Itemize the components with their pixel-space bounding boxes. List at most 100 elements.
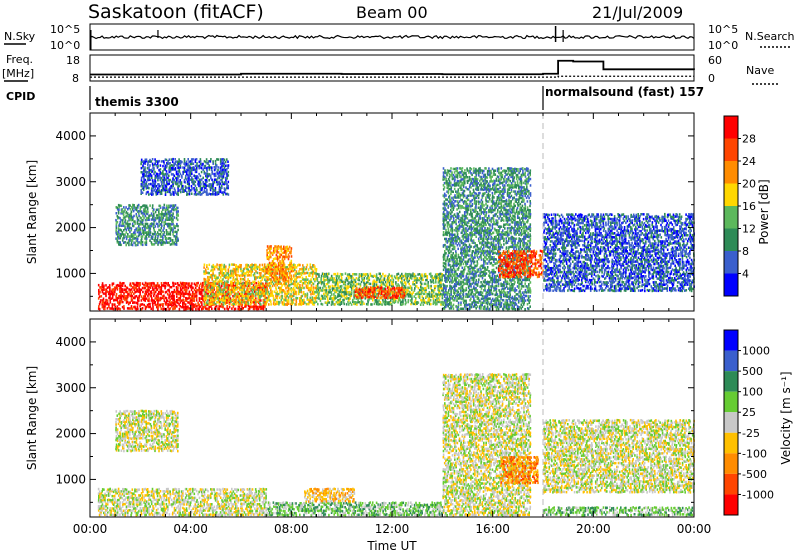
data-cell — [265, 296, 267, 300]
data-cell — [442, 202, 445, 206]
data-cell — [239, 288, 241, 291]
data-cell — [340, 302, 343, 305]
data-cell — [301, 300, 304, 304]
data-cell — [150, 299, 153, 302]
data-cell — [422, 303, 425, 306]
data-cell — [444, 213, 446, 216]
data-cell — [160, 243, 163, 246]
data-cell — [120, 297, 123, 300]
data-cell — [421, 286, 423, 290]
data-cell — [154, 187, 157, 190]
data-cell — [163, 184, 165, 188]
data-cell — [184, 176, 187, 180]
data-cell — [221, 292, 223, 296]
data-cell — [402, 300, 404, 304]
data-cell — [366, 294, 369, 297]
data-cell — [215, 166, 217, 169]
data-cell — [221, 170, 223, 174]
data-cell — [364, 283, 367, 286]
data-cell — [238, 295, 241, 298]
data-cell — [348, 285, 350, 288]
data-cell — [152, 307, 154, 311]
data-cell — [313, 272, 315, 275]
data-cell — [286, 290, 289, 293]
data-cell — [287, 296, 290, 299]
data-cell — [150, 212, 153, 215]
data-cell — [311, 290, 314, 294]
data-cell — [139, 288, 141, 291]
data-cell — [450, 244, 452, 247]
data-cell — [205, 186, 207, 190]
data-cell — [102, 292, 105, 295]
data-cell — [393, 299, 396, 302]
data-cell — [281, 284, 283, 287]
data-cell — [188, 184, 190, 187]
data-cell — [446, 241, 449, 244]
data-cell — [427, 300, 430, 304]
data-cell — [171, 178, 174, 182]
data-cell — [145, 212, 147, 215]
data-cell — [141, 221, 144, 224]
data-cell — [292, 294, 295, 298]
data-cell — [237, 301, 239, 304]
data-cell — [333, 287, 335, 290]
data-cell — [204, 183, 207, 186]
data-cell — [301, 284, 304, 287]
data-cell — [446, 183, 448, 187]
data-cell — [375, 302, 378, 306]
data-cell — [136, 216, 139, 220]
data-cell — [110, 297, 113, 300]
data-cell — [168, 158, 171, 161]
data-cell — [293, 288, 296, 292]
data-cell — [222, 288, 224, 292]
data-cell — [251, 268, 254, 271]
data-cell — [254, 268, 256, 271]
data-cell — [210, 166, 212, 169]
data-cell — [208, 276, 210, 279]
data-cell — [181, 160, 183, 164]
data-cell — [253, 275, 256, 279]
data-cell — [192, 181, 194, 184]
data-cell — [393, 301, 396, 304]
data-cell — [312, 264, 314, 267]
data-cell — [134, 243, 137, 247]
data-cell — [173, 307, 175, 310]
data-cell — [141, 303, 144, 306]
data-cell — [304, 279, 306, 283]
data-cell — [340, 280, 343, 283]
data-cell — [215, 278, 217, 281]
data-cell — [349, 294, 352, 298]
data-cell — [435, 284, 437, 288]
data-cell — [140, 243, 142, 246]
data-cell — [143, 180, 145, 183]
data-cell — [147, 190, 149, 194]
data-cell — [356, 288, 359, 292]
data-cell — [176, 237, 178, 240]
data-cell — [447, 261, 450, 265]
data-cell — [307, 268, 310, 271]
data-cell — [399, 301, 402, 304]
data-cell — [285, 274, 287, 277]
data-cell — [376, 286, 378, 290]
data-cell — [251, 263, 253, 266]
data-cell — [305, 278, 307, 281]
data-cell — [320, 282, 323, 286]
data-cell — [241, 294, 244, 298]
data-cell — [279, 264, 281, 267]
data-cell — [314, 265, 316, 268]
data-cell — [451, 247, 454, 251]
data-cell — [179, 286, 182, 290]
data-cell — [140, 171, 143, 174]
data-cell — [223, 187, 226, 190]
data-cell — [146, 282, 149, 286]
data-cell — [270, 262, 273, 265]
data-cell — [262, 299, 265, 302]
data-cell — [216, 288, 218, 291]
data-cell — [382, 278, 384, 281]
data-cell — [121, 221, 124, 224]
data-cell — [375, 275, 378, 278]
data-cell — [451, 200, 453, 204]
data-cell — [254, 277, 256, 281]
data-cell — [194, 188, 197, 192]
